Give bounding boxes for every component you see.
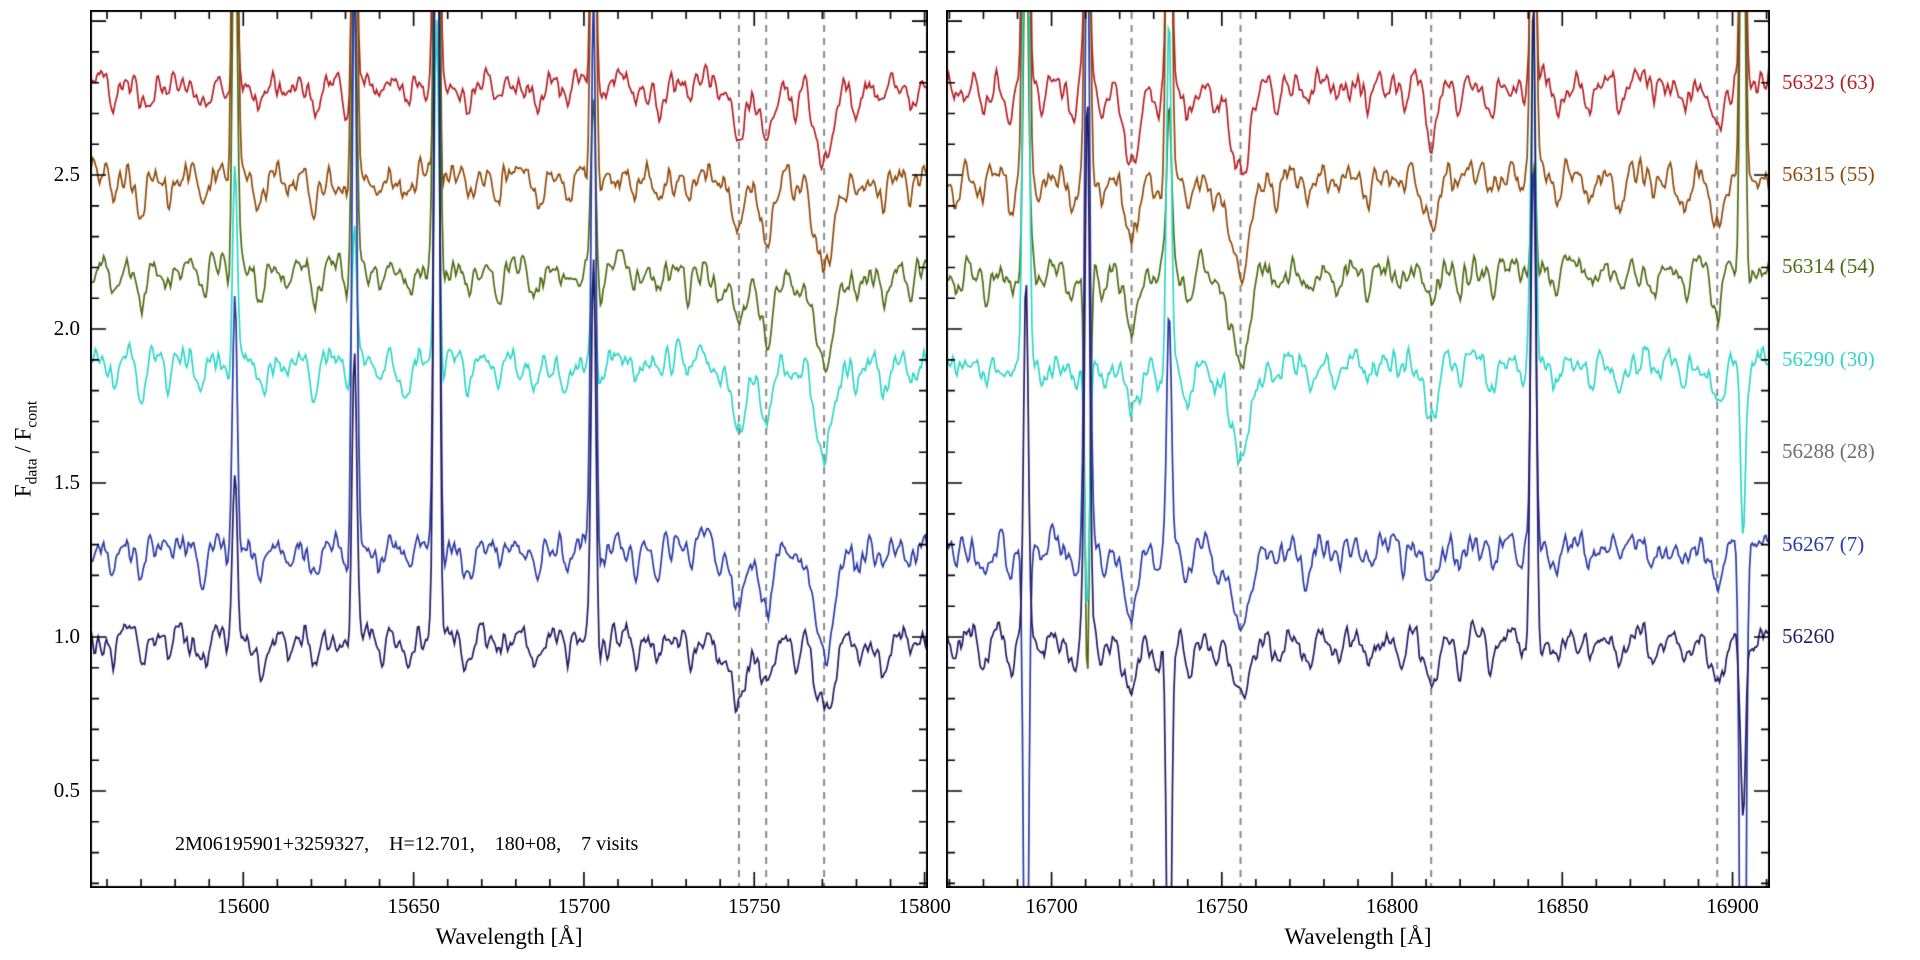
x-tick-label: 16700 (1025, 894, 1078, 918)
series-label: 56260 (1782, 624, 1835, 648)
target-annotation: 2M06195901+3259327, H=12.701, 180+08, 7 … (175, 833, 639, 855)
y-tick-label: 1.0 (53, 624, 80, 648)
y-tick-label: 2.0 (53, 316, 80, 341)
x-tick-label: 15750 (728, 894, 781, 918)
x-tick-label: 16900 (1706, 894, 1759, 918)
right-spectra-panel (946, 10, 1770, 888)
x-tick-label: 16800 (1365, 894, 1419, 918)
y-tick-label: 1.5 (53, 470, 80, 495)
left-spectra-panel (90, 10, 928, 888)
series-label: 56290 (30) (1782, 346, 1875, 371)
x-tick-label: 15600 (217, 894, 270, 918)
x-tick-label: 15700 (557, 894, 611, 918)
y-tick-label: 0.5 (53, 777, 80, 802)
series-label: 56267 (7) (1782, 531, 1865, 556)
x-tick-label: 15650 (387, 894, 440, 918)
x-tick-label: 16850 (1536, 894, 1589, 918)
series-label: 56323 (63) (1782, 69, 1875, 94)
y-axis-label-sep: / (10, 440, 36, 459)
series-label: 56315 (55) (1782, 162, 1875, 187)
y-axis-label-sub2: cont (23, 400, 41, 428)
y-axis-label-f2: F (10, 427, 36, 441)
x-tick-label: 15800 (898, 894, 951, 918)
series-label: 56288 (28) (1782, 439, 1875, 464)
series-label: 56314 (54) (1782, 254, 1875, 279)
x-axis-label-right: Wavelength [Å] (1284, 924, 1432, 949)
y-tick-label: 2.5 (53, 162, 80, 187)
x-axis-label-left: Wavelength [Å] (435, 924, 583, 949)
x-tick-label: 16750 (1195, 894, 1249, 918)
